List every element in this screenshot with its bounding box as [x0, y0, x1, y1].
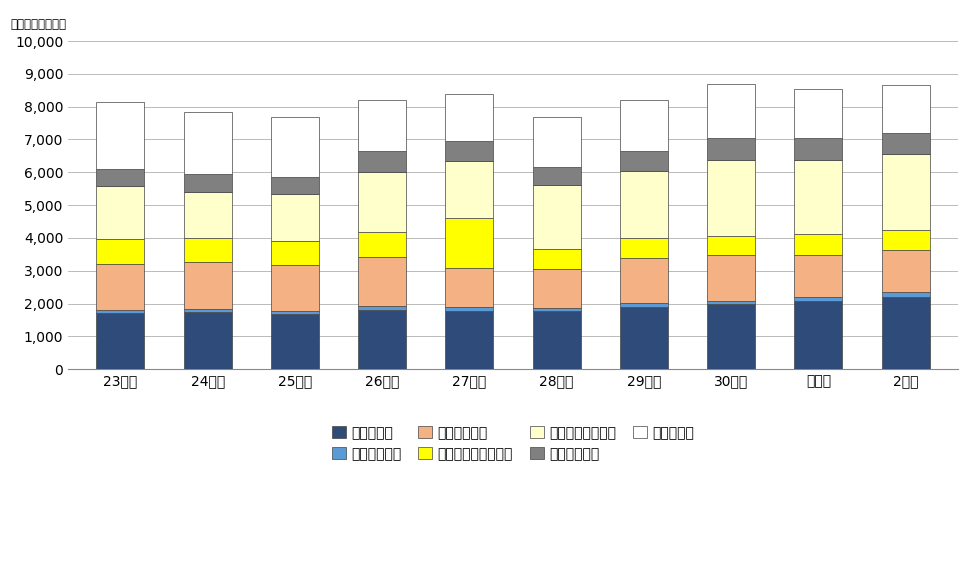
Bar	[882, 154, 929, 230]
Bar	[707, 138, 755, 160]
Bar	[707, 83, 755, 138]
Bar	[794, 89, 843, 138]
Bar	[358, 306, 406, 310]
Bar	[358, 171, 406, 232]
Bar	[794, 297, 843, 301]
Bar	[270, 177, 319, 194]
Bar	[270, 194, 319, 241]
Bar	[270, 265, 319, 311]
Bar	[184, 192, 232, 237]
Bar	[882, 230, 929, 250]
Bar	[270, 117, 319, 177]
Bar	[620, 171, 667, 239]
Bar	[446, 311, 493, 369]
Bar	[270, 311, 319, 314]
Bar	[184, 237, 232, 262]
Bar	[620, 239, 667, 258]
Bar	[184, 309, 232, 312]
Bar	[358, 310, 406, 369]
Bar	[184, 312, 232, 369]
Bar	[794, 233, 843, 255]
Bar	[358, 232, 406, 257]
Bar	[358, 257, 406, 306]
Bar	[446, 218, 493, 268]
Bar	[794, 301, 843, 369]
Bar	[882, 293, 929, 297]
Bar	[882, 250, 929, 293]
Legend: 普通倉庫業, その他倉庫業, 港湾運送事業, 貨物自動車運送事業, 貨物利用運送事業, 不動産賃貸業, その他事業: 普通倉庫業, その他倉庫業, 港湾運送事業, 貨物自動車運送事業, 貨物利用運送…	[332, 426, 694, 461]
Bar	[532, 269, 581, 307]
Bar	[446, 268, 493, 307]
Bar	[707, 236, 755, 255]
Bar	[882, 297, 929, 369]
Bar	[794, 255, 843, 297]
Bar	[532, 168, 581, 185]
Bar	[794, 160, 843, 233]
Bar	[532, 117, 581, 168]
Bar	[446, 94, 493, 141]
Bar	[96, 169, 144, 186]
Bar	[794, 138, 843, 160]
Bar	[358, 100, 406, 151]
Bar	[96, 239, 144, 264]
Bar	[96, 264, 144, 310]
Bar	[620, 151, 667, 171]
Bar	[707, 160, 755, 236]
Bar	[620, 307, 667, 369]
Bar	[532, 185, 581, 249]
Bar	[96, 313, 144, 369]
Bar	[270, 314, 319, 369]
Bar	[446, 141, 493, 161]
Bar	[532, 249, 581, 269]
Bar	[96, 310, 144, 313]
Bar	[707, 304, 755, 369]
Bar	[707, 301, 755, 304]
Bar	[184, 174, 232, 192]
Bar	[270, 241, 319, 265]
Bar	[882, 85, 929, 133]
Bar	[446, 161, 493, 218]
Bar	[620, 258, 667, 303]
Bar	[532, 307, 581, 311]
Bar	[532, 311, 581, 369]
Bar	[620, 100, 667, 151]
Bar	[882, 133, 929, 154]
Bar	[184, 262, 232, 309]
Text: （単位：百万円）: （単位：百万円）	[11, 18, 66, 31]
Bar	[184, 112, 232, 174]
Bar	[358, 151, 406, 171]
Bar	[96, 102, 144, 169]
Bar	[707, 255, 755, 301]
Bar	[620, 303, 667, 307]
Bar	[96, 186, 144, 239]
Bar	[446, 307, 493, 311]
